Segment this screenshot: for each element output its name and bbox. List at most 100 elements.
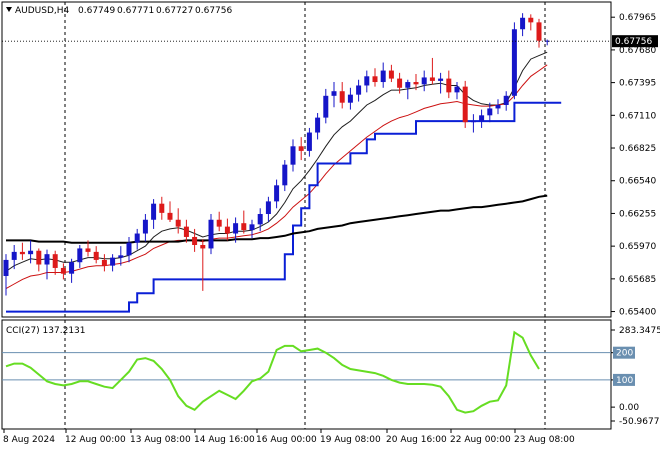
candle-body xyxy=(77,248,83,263)
time-tick-label: 19 Aug 08:00 xyxy=(320,435,381,445)
candle-body xyxy=(421,77,427,85)
candle-body xyxy=(151,203,157,220)
candle-body xyxy=(69,262,75,274)
candle-body xyxy=(44,254,50,265)
time-tick-label: 14 Aug 16:00 xyxy=(194,435,255,445)
candle-body xyxy=(339,91,345,103)
price-tick-label: 0.66255 xyxy=(619,209,656,219)
cci-series xyxy=(5,330,540,414)
vertical-grid xyxy=(64,2,546,429)
candle-body xyxy=(495,104,501,109)
candle-body xyxy=(85,248,91,252)
candle-body xyxy=(274,185,280,202)
candle-body xyxy=(208,219,214,249)
candle-body xyxy=(470,121,476,123)
price-panel-frame xyxy=(1,1,612,318)
candles xyxy=(3,13,550,296)
candle-body xyxy=(192,236,198,245)
candle-body xyxy=(511,29,517,96)
candle-body xyxy=(167,212,173,220)
candle-body xyxy=(28,250,34,255)
current-price-marker: 0.67756 xyxy=(612,35,658,48)
candle-body xyxy=(544,40,550,42)
cci-tick-label: 200 xyxy=(616,349,633,359)
time-tick-label: 12 Aug 00:00 xyxy=(65,435,126,445)
candle-body xyxy=(438,78,444,81)
candle-body xyxy=(60,267,66,274)
candle-body xyxy=(520,17,526,30)
cci-levels xyxy=(2,352,611,381)
long-moving-average-line xyxy=(6,194,548,244)
candle-body xyxy=(183,226,189,237)
candle-body xyxy=(110,257,116,266)
candle-body xyxy=(257,214,263,225)
header-open: 0.67749 xyxy=(78,6,115,16)
candle-body xyxy=(454,86,460,93)
cci-level-badge xyxy=(613,346,635,359)
time-tick-label: 20 Aug 16:00 xyxy=(386,435,447,445)
cci-tick-label: -50.9677 xyxy=(619,417,659,427)
collapse-triangle-icon[interactable] xyxy=(6,7,12,12)
price-tick-label: 0.66825 xyxy=(619,144,656,154)
cci-tick-label: 100 xyxy=(616,376,633,386)
candle-body xyxy=(241,223,247,231)
candle-body xyxy=(528,17,534,23)
price-tick-label: 0.65400 xyxy=(619,308,656,318)
candle-body xyxy=(52,254,58,268)
candle-body xyxy=(142,219,148,234)
time-tick-label: 13 Aug 08:00 xyxy=(130,435,191,445)
candle-body xyxy=(249,224,255,231)
candle-body xyxy=(11,251,17,260)
candle-body xyxy=(93,251,99,260)
candle-body xyxy=(224,226,230,234)
candle-body xyxy=(3,259,9,276)
candle-body xyxy=(479,115,485,122)
price-tick-label: 0.67395 xyxy=(619,79,656,89)
ema-fast-line xyxy=(5,51,548,272)
candle-body xyxy=(101,259,107,266)
time-tick-label: 16 Aug 00:00 xyxy=(256,435,317,445)
candle-body xyxy=(306,132,312,151)
candle-body xyxy=(503,95,509,105)
candle-body xyxy=(265,201,271,215)
cci-tick-label: 0.00 xyxy=(619,403,639,413)
candle-body xyxy=(175,219,181,227)
candle-body xyxy=(372,76,378,83)
candle-body xyxy=(356,85,362,95)
candle-body xyxy=(36,250,42,265)
candle-body xyxy=(118,255,124,258)
candle-body xyxy=(388,70,394,79)
candle-body xyxy=(323,95,329,118)
price-tick-label: 0.65970 xyxy=(619,242,656,252)
time-tick-label: 8 Aug 2024 xyxy=(3,435,55,445)
price-tick-label: 0.65685 xyxy=(619,275,656,285)
candle-body xyxy=(413,82,419,85)
time-ticks: 8 Aug 2024 12 Aug 00:00 13 Aug 08:00 14 Aug… xyxy=(3,429,575,445)
candle-body xyxy=(364,76,370,86)
candle-body xyxy=(19,251,25,255)
candle-body xyxy=(347,94,353,103)
candle-body xyxy=(429,77,435,81)
candle-body xyxy=(159,203,165,213)
price-tick-label: 0.66540 xyxy=(619,177,656,187)
chart-header: AUDUSD,H4 0.67749 0.67771 0.67727 0.6775… xyxy=(6,6,232,16)
header-low: 0.67727 xyxy=(156,6,193,16)
candle-body xyxy=(487,108,493,116)
candle-body xyxy=(405,82,411,88)
time-tick-label: 23 Aug 08:00 xyxy=(514,435,575,445)
cci-level-badge xyxy=(613,373,635,386)
candle-body xyxy=(216,219,222,227)
header-symbol: AUDUSD,H4 xyxy=(15,6,70,16)
candle-body xyxy=(233,223,239,234)
header-close: 0.67756 xyxy=(195,6,232,16)
candle-body xyxy=(134,233,140,243)
indicator-panel-frame xyxy=(1,319,612,430)
cci-label: CCI(27) 137.2131 xyxy=(6,326,86,336)
candle-body xyxy=(126,242,132,256)
candle-body xyxy=(315,117,321,133)
candle-body xyxy=(397,78,403,88)
ema-slow-line xyxy=(5,64,548,290)
candle-body xyxy=(200,244,206,249)
cci-ticks: 283.3475 200 100 0.00 -50.9677 xyxy=(611,326,660,427)
